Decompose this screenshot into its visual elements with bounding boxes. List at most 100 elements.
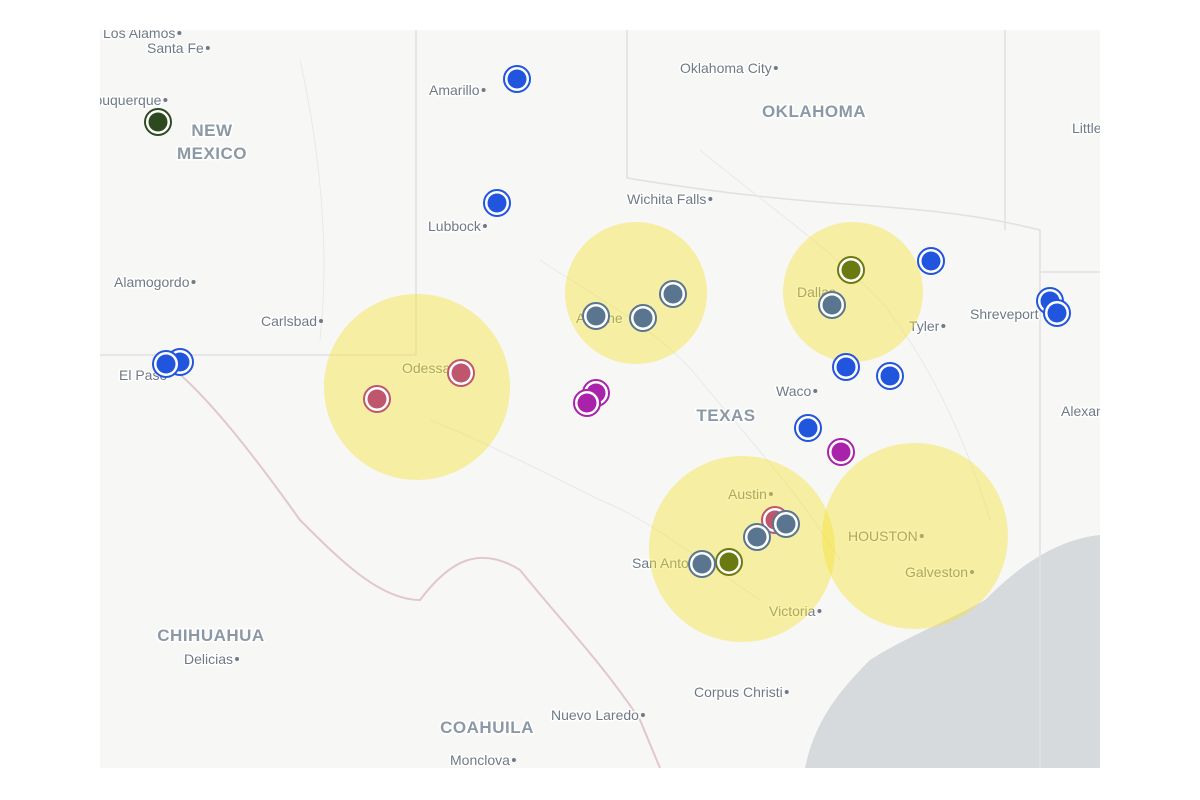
city-dot <box>784 690 789 694</box>
location-marker[interactable] <box>629 304 657 332</box>
city-label: HOUSTON <box>848 528 918 544</box>
city-dot <box>163 98 168 102</box>
city-label: Waco <box>776 383 811 399</box>
region-label: OKLAHOMA <box>762 102 866 121</box>
city-dot <box>511 758 516 762</box>
marker-dot <box>451 363 471 383</box>
rio-grande <box>174 369 661 768</box>
city-dot <box>813 389 818 393</box>
location-marker[interactable] <box>772 510 800 538</box>
location-marker[interactable] <box>827 438 855 466</box>
highlight-zone <box>822 443 1008 629</box>
location-marker[interactable] <box>1043 299 1071 327</box>
region-label: NEW MEXICO <box>177 121 247 163</box>
city-label: Nuevo Laredo <box>551 707 639 723</box>
city-label: Alexandria <box>1061 403 1127 419</box>
location-marker[interactable] <box>715 548 743 576</box>
city-dot <box>482 224 487 228</box>
marker-dot <box>776 514 796 534</box>
marker-dot <box>586 306 606 326</box>
location-marker[interactable] <box>688 550 716 578</box>
city-label: Wichita Falls <box>627 191 706 207</box>
location-marker[interactable] <box>363 385 391 413</box>
marker-dot <box>798 418 818 438</box>
borders <box>100 30 1100 768</box>
city-label: Tyler <box>909 318 940 334</box>
marker-dot <box>367 389 387 409</box>
city-label: Albuquerque <box>82 92 162 108</box>
marker-dot <box>831 442 851 462</box>
location-marker[interactable] <box>582 302 610 330</box>
city-dot <box>941 324 946 328</box>
marker-dot <box>1047 303 1067 323</box>
location-marker[interactable] <box>573 389 601 417</box>
location-marker[interactable] <box>794 414 822 442</box>
location-marker[interactable] <box>503 65 531 93</box>
city-dot <box>768 492 773 496</box>
marker-dot <box>822 295 842 315</box>
city-label: Galveston <box>905 564 968 580</box>
location-marker[interactable] <box>837 256 865 284</box>
city-dot <box>481 88 486 92</box>
marker-dot <box>836 357 856 377</box>
marker-dot <box>156 354 176 374</box>
location-marker[interactable] <box>832 353 860 381</box>
city-dot <box>708 197 713 201</box>
city-dot <box>970 570 975 574</box>
city-label: Oklahoma City <box>680 60 772 76</box>
region-label: TEXAS <box>696 406 755 425</box>
city-dot <box>919 534 924 538</box>
city-label: Los Alamos <box>103 25 175 41</box>
location-marker[interactable] <box>447 359 475 387</box>
location-marker[interactable] <box>743 523 771 551</box>
marker-dot <box>880 366 900 386</box>
city-label: Corpus Christi <box>694 684 783 700</box>
location-marker[interactable] <box>152 350 180 378</box>
city-dot <box>177 31 182 35</box>
marker-dot <box>633 308 653 328</box>
marker-dot <box>719 552 739 572</box>
marker-dot <box>747 527 767 547</box>
location-marker[interactable] <box>818 291 846 319</box>
location-marker[interactable] <box>876 362 904 390</box>
city-label: Santa Fe <box>147 40 204 56</box>
city-label: Austin <box>728 486 767 502</box>
marker-dot <box>148 112 168 132</box>
marker-dot <box>507 69 527 89</box>
location-marker[interactable] <box>659 280 687 308</box>
marker-dot <box>487 193 507 213</box>
city-label: Lubbock <box>428 218 482 234</box>
city-label: Monclova <box>450 752 510 768</box>
highlight-zone <box>324 294 510 480</box>
gulf-water <box>805 535 1100 768</box>
region-label: COAHUILA <box>440 718 534 737</box>
highlight-zone <box>649 456 835 642</box>
region-label: CHIHUAHUA <box>157 626 264 645</box>
city-dot <box>319 319 324 323</box>
city-label: Carlsbad <box>261 313 317 329</box>
city-dot <box>773 66 778 70</box>
city-label: Shreveport <box>970 306 1039 322</box>
location-marker[interactable] <box>483 189 511 217</box>
city-label: Alamogordo <box>114 274 190 290</box>
city-label: Amarillo <box>429 82 480 98</box>
city-dot <box>817 609 822 613</box>
city-dot <box>191 280 196 284</box>
location-marker[interactable] <box>144 108 172 136</box>
marker-dot <box>841 260 861 280</box>
marker-dot <box>692 554 712 574</box>
city-dot <box>640 713 645 717</box>
city-label: Victoria <box>769 603 816 619</box>
marker-dot <box>663 284 683 304</box>
marker-dot <box>577 393 597 413</box>
city-label: Odessa <box>402 360 450 376</box>
marker-dot <box>921 251 941 271</box>
city-label: Little Rock <box>1072 120 1138 136</box>
location-marker[interactable] <box>917 247 945 275</box>
city-dot <box>235 657 240 661</box>
city-label: Delicias <box>184 651 233 667</box>
highlight-zone <box>783 222 923 362</box>
